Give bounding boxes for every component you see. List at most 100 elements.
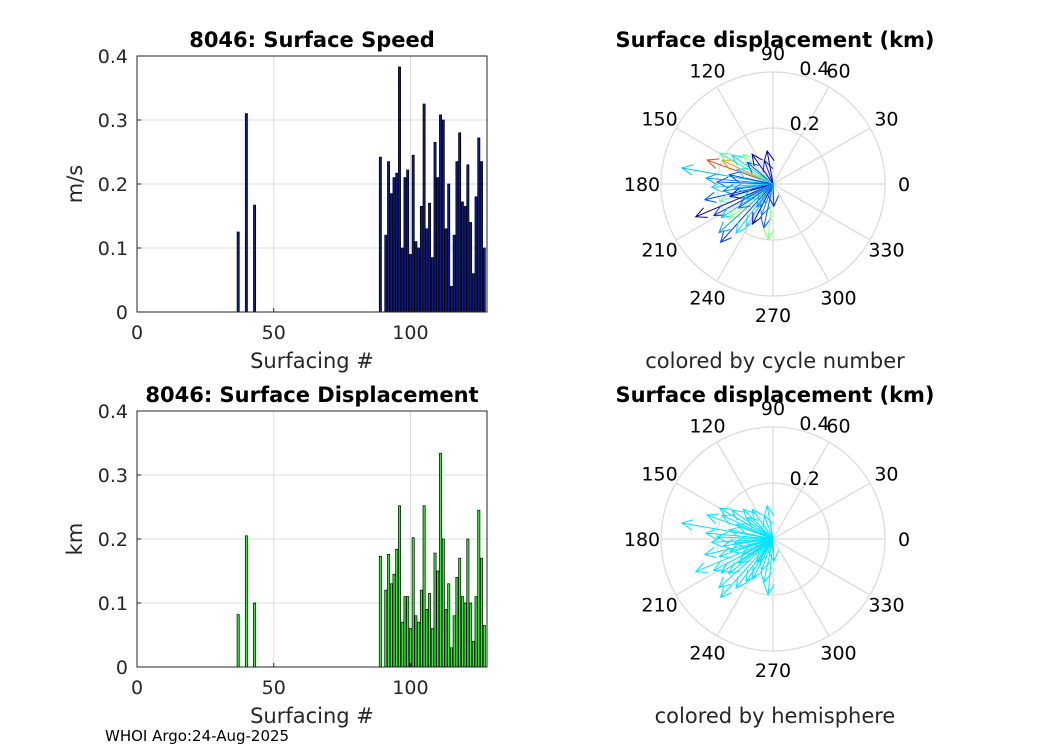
displacement-arrow: [732, 536, 774, 548]
x-tick-label: 0: [131, 677, 143, 699]
displacement-arrow: [719, 538, 774, 599]
bar: [447, 183, 451, 313]
bar: [398, 505, 401, 668]
bar: [422, 505, 426, 668]
polar-cycle-chart: Surface displacement (km) 0 30 60 90 120 150 1…: [615, 28, 934, 373]
bar: [253, 204, 257, 313]
bar: [436, 177, 440, 313]
bar: [469, 602, 473, 668]
y-tick-label: 0: [116, 302, 128, 324]
bar: [444, 609, 448, 668]
polar-spoke: [772, 538, 830, 637]
displacement-arrow: [694, 538, 774, 573]
bar: [422, 103, 426, 313]
polar-spoke: [772, 183, 830, 282]
bar: [398, 66, 401, 313]
bar: [430, 257, 434, 313]
bar: [474, 196, 478, 313]
displacement-arrow: [710, 536, 774, 548]
angle-label: 30: [874, 464, 898, 486]
displacement-arrow: [751, 508, 774, 540]
polar-spoke: [716, 183, 774, 282]
angle-label: 300: [820, 287, 856, 309]
bar: [471, 273, 475, 313]
displacement-arrow: [763, 183, 775, 241]
bar: [395, 548, 399, 668]
bar: [411, 537, 415, 668]
polar-cycle-xlabel: colored by cycle number: [645, 349, 905, 373]
displacement-arrow: [710, 181, 774, 193]
displacement-arrow: [704, 528, 774, 540]
bar: [387, 554, 391, 668]
bar: [411, 154, 415, 313]
displacement-arrow: [703, 183, 774, 203]
displacement-arrow: [763, 504, 775, 540]
x-tick-label: 100: [392, 677, 428, 699]
bar: [428, 202, 432, 313]
bar: [253, 602, 257, 668]
y-tick-label: 0.2: [98, 174, 128, 196]
y-tick-label: 0.1: [98, 238, 128, 260]
angle-label: 210: [641, 595, 677, 617]
angle-label: 90: [761, 398, 785, 420]
bar: [378, 156, 382, 313]
bar: [425, 228, 429, 313]
radius-label: 0.2: [790, 113, 820, 135]
bar: [444, 228, 448, 313]
polar-spoke: [772, 538, 871, 596]
angle-label: 270: [755, 305, 791, 327]
bar: [458, 557, 462, 668]
displacement-arrow: [763, 538, 775, 596]
displacement-xlabel: Surfacing #: [250, 704, 374, 728]
displacement-arrow: [767, 538, 780, 563]
speed-ylabel: m/s: [63, 165, 87, 203]
bar: [480, 161, 483, 313]
bar: [419, 589, 423, 668]
displacement-arrow: [732, 181, 774, 193]
polar-spoke: [716, 538, 774, 637]
displacement-arrow: [728, 538, 774, 554]
angle-label: 330: [868, 240, 904, 262]
angle-label: 240: [689, 642, 725, 664]
speed-xlabel: Surfacing #: [250, 349, 374, 373]
bar: [455, 577, 459, 668]
speed-chart: 8046: Surface Speed 0 50 10000.10.20.30.4 …: [63, 28, 488, 373]
polar-spoke: [772, 441, 830, 540]
bar: [428, 593, 432, 668]
displacement-arrow: [715, 176, 774, 189]
displacement-arrow: [728, 183, 774, 199]
bar: [441, 119, 445, 313]
bar: [482, 625, 486, 668]
displacement-arrow: [719, 183, 774, 244]
displacement-arrow: [741, 183, 774, 200]
angle-label: 0: [898, 529, 910, 551]
bar: [414, 615, 418, 668]
bar: [378, 555, 382, 668]
bar: [441, 538, 445, 668]
bar: [463, 206, 467, 313]
displacement-arrow: [737, 538, 774, 564]
displacement-arrow: [741, 538, 774, 555]
bar: [460, 596, 464, 668]
bar: [244, 535, 248, 668]
displacement-arrow: [730, 154, 774, 185]
bar: [406, 596, 410, 668]
x-tick-label: 0: [131, 322, 143, 344]
displacement-arrow: [704, 173, 774, 185]
bar: [387, 161, 391, 313]
bar: [403, 177, 407, 313]
displacement-arrow: [751, 153, 774, 185]
displacement-arrow: [756, 538, 774, 563]
bar: [395, 172, 399, 313]
angle-label: 150: [641, 109, 677, 131]
displacement-arrow: [742, 508, 774, 540]
bar: [430, 628, 434, 668]
displacement-arrow: [760, 538, 774, 584]
y-tick-label: 0.3: [98, 110, 128, 132]
displacement-arrow: [763, 149, 775, 185]
displacement-arrow: [680, 519, 774, 540]
bar: [471, 641, 475, 668]
bar: [450, 286, 453, 313]
polar-spoke: [772, 482, 871, 540]
bar: [414, 241, 418, 313]
